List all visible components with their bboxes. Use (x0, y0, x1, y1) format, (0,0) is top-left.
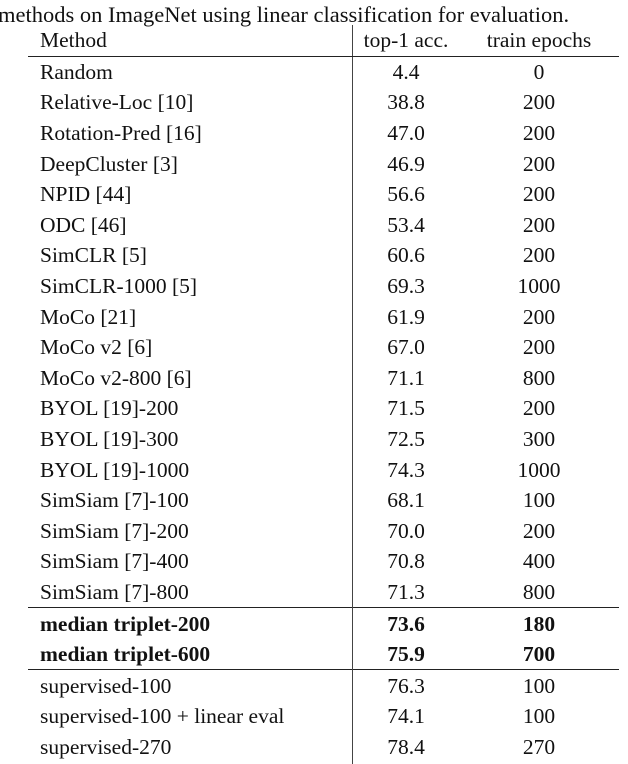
table-row: BYOL [19]-200 71.5 200 (28, 393, 619, 424)
cell-method: Random (28, 56, 353, 88)
cell-train-epochs: 700 (522, 642, 556, 667)
cell-top1-acc: 73.6 (352, 607, 459, 639)
cell-method: supervised-270 (28, 731, 353, 764)
table-row: BYOL [19]-1000 74.3 1000 (28, 454, 619, 485)
cell-method: ODC [46] (28, 209, 353, 241)
cell-top1-acc: 71.5 (387, 396, 425, 421)
cell-method: SimSiam [7]-100 (28, 484, 353, 516)
cell-top1-acc: 72.5 (387, 427, 425, 452)
cell-top1-acc: 70.0 (387, 518, 425, 543)
cell-train-epochs: 100 (522, 704, 556, 729)
cell-top1-acc: 75.9 (387, 642, 425, 667)
table-row: MoCo v2 [6] 67.0 200 (28, 331, 619, 363)
table-row: Random 4.4 0 (28, 56, 619, 88)
cell-train-epochs: 200 (522, 90, 556, 115)
cell-top1-acc: 4.4 (392, 59, 420, 84)
table-row: SimSiam [7]-800 71.3 800 (28, 576, 619, 608)
cell-method: median triplet-200 (28, 607, 353, 639)
cell-top1-acc: 76.3 (352, 669, 459, 702)
cell-top1-acc: 38.8 (387, 90, 425, 115)
cell-train-epochs: 270 (522, 734, 556, 759)
cell-train-epochs: 1000 (517, 274, 561, 299)
cell-train-epochs: 180 (459, 607, 619, 639)
cell-train-epochs: 100 (522, 488, 556, 513)
table-row: median triplet-600 75.9 700 (28, 638, 619, 670)
table-row: median triplet-200 73.6 180 (28, 607, 619, 639)
cell-method: SimCLR-1000 [5] (28, 270, 353, 302)
table-row: SimSiam [7]-100 68.1 100 (28, 484, 619, 516)
cell-top1-acc: 78.4 (387, 734, 425, 759)
table-row: Relative-Loc [10] 38.8 200 (28, 87, 619, 118)
header-top1-acc: top-1 acc. (352, 25, 459, 57)
cell-top1-acc: 74.3 (387, 457, 425, 482)
cell-method: BYOL [19]-200 (28, 393, 353, 424)
cell-method: median triplet-600 (28, 638, 353, 670)
cell-train-epochs: 200 (522, 212, 556, 237)
cell-train-epochs: 800 (522, 579, 556, 604)
cell-train-epochs: 400 (522, 549, 556, 574)
cell-top1-acc: 71.1 (387, 365, 425, 390)
cell-top1-acc: 69.3 (387, 274, 425, 299)
table-row: SimCLR [5] 60.6 200 (28, 240, 619, 271)
cell-train-epochs: 200 (522, 335, 556, 360)
cell-method: SimSiam [7]-200 (28, 515, 353, 547)
cell-top1-acc: 53.4 (387, 212, 425, 237)
cell-method: BYOL [19]-1000 (28, 454, 353, 485)
table-row: BYOL [19]-300 72.5 300 (28, 423, 619, 455)
table-caption: methods on ImageNet using linear classif… (0, 2, 570, 27)
cell-method: DeepCluster [3] (28, 148, 353, 179)
cell-train-epochs: 800 (522, 365, 556, 390)
cell-top1-acc: 70.8 (387, 549, 425, 574)
table-header-row: Method top-1 acc. train epochs (28, 25, 619, 57)
cell-top1-acc: 74.1 (387, 704, 425, 729)
cell-method: SimSiam [7]-400 (28, 546, 353, 577)
cell-top1-acc: 68.1 (387, 488, 425, 513)
cell-top1-acc: 56.6 (387, 182, 425, 207)
cell-train-epochs: 200 (522, 518, 556, 543)
cell-top1-acc: 67.0 (387, 335, 425, 360)
cell-method: MoCo v2-800 [6] (28, 362, 353, 394)
table-row: supervised-100 + linear eval 74.1 100 (28, 701, 619, 732)
cell-top1-acc: 61.9 (387, 304, 425, 329)
cell-top1-acc: 47.0 (387, 121, 425, 146)
table-row: SimSiam [7]-200 70.0 200 (28, 515, 619, 547)
cell-method: BYOL [19]-300 (28, 423, 353, 455)
cell-top1-acc: 71.3 (387, 579, 425, 604)
cell-train-epochs: 1000 (517, 457, 561, 482)
cell-train-epochs: 200 (522, 396, 556, 421)
table-row: SimSiam [7]-400 70.8 400 (28, 546, 619, 577)
cell-train-epochs: 200 (522, 304, 556, 329)
cell-method: supervised-100 + linear eval (28, 701, 353, 732)
table-row: supervised-100 76.3 100 (28, 669, 619, 702)
cell-method: supervised-100 (28, 669, 353, 702)
table-row: Rotation-Pred [16] 47.0 200 (28, 117, 619, 149)
table-row: supervised-270 78.4 270 (28, 731, 619, 764)
cell-method: SimCLR [5] (28, 240, 353, 271)
cell-method: Relative-Loc [10] (28, 87, 353, 118)
cell-method: MoCo v2 [6] (28, 331, 353, 363)
cell-train-epochs: 300 (522, 427, 556, 452)
results-table: Method top-1 acc. train epochs Random 4.4… (28, 25, 619, 764)
header-train-epochs: train epochs (459, 25, 619, 57)
cell-train-epochs: 200 (522, 151, 556, 176)
cell-method: SimSiam [7]-800 (28, 576, 353, 608)
header-method: Method (28, 25, 353, 57)
cell-train-epochs: 100 (459, 669, 619, 702)
cell-method: NPID [44] (28, 178, 353, 210)
table-row: MoCo v2-800 [6] 71.1 800 (28, 362, 619, 394)
cell-top1-acc: 46.9 (387, 151, 425, 176)
cell-method: MoCo [21] (28, 301, 353, 332)
table-row: NPID [44] 56.6 200 (28, 178, 619, 210)
cell-train-epochs: 200 (522, 243, 556, 268)
table-row: SimCLR-1000 [5] 69.3 1000 (28, 270, 619, 302)
cell-method: Rotation-Pred [16] (28, 117, 353, 149)
table-row: DeepCluster [3] 46.9 200 (28, 148, 619, 179)
cell-train-epochs: 0 (533, 59, 545, 84)
cell-top1-acc: 60.6 (387, 243, 425, 268)
table-row: ODC [46] 53.4 200 (28, 209, 619, 241)
table-row: MoCo [21] 61.9 200 (28, 301, 619, 332)
cell-train-epochs: 200 (522, 182, 556, 207)
cell-train-epochs: 200 (522, 121, 556, 146)
